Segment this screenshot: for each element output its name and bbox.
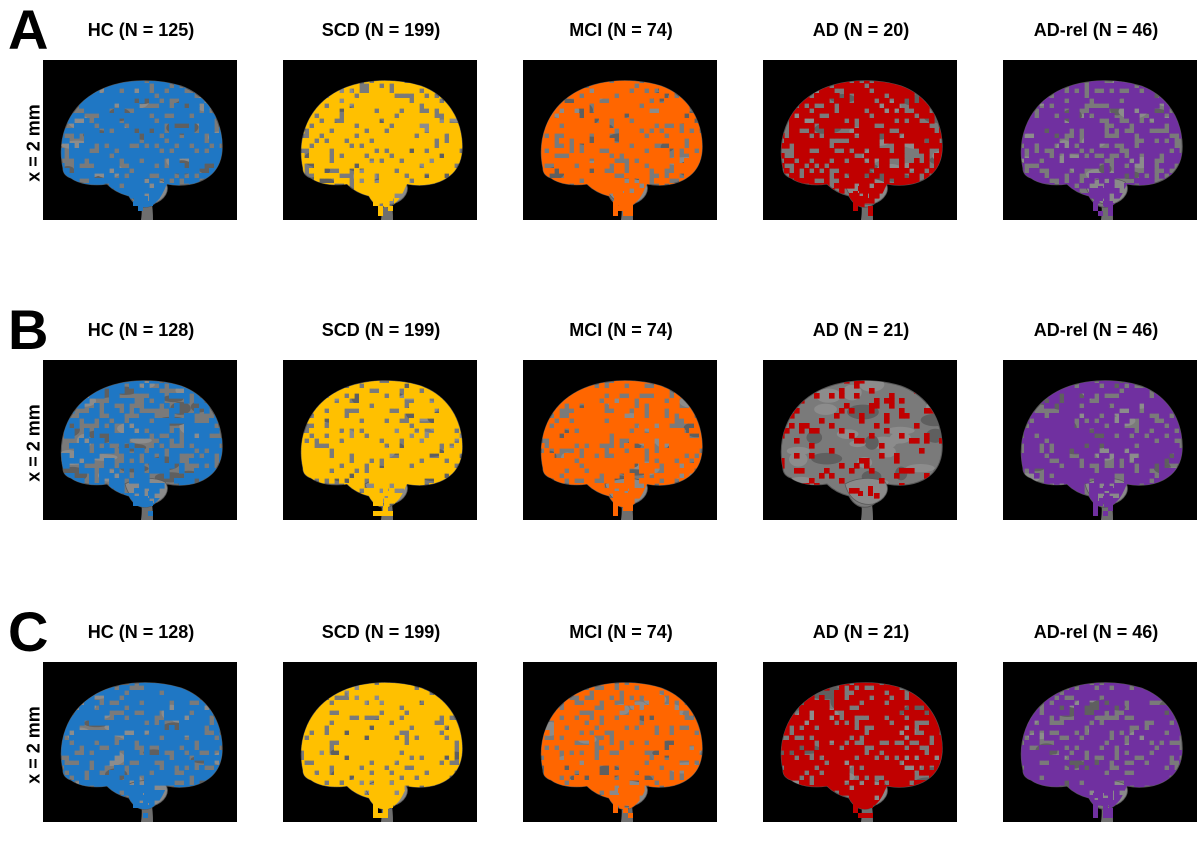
brain-slice-svg — [43, 60, 237, 220]
cell-title: HC (N = 128) — [87, 320, 195, 340]
brain-cell: AD (N = 21) — [756, 602, 966, 832]
brain-cell: AD (N = 21) — [756, 300, 966, 530]
brain-slice-image — [43, 360, 237, 520]
brain-slice-svg — [763, 60, 957, 220]
panel-letter: C — [8, 600, 49, 663]
cell-title: SCD (N = 199) — [321, 20, 441, 40]
brainstem-activation — [133, 788, 153, 818]
brain-slice-svg — [523, 360, 717, 520]
brain-slice-image — [763, 662, 957, 822]
brainstem-activation — [373, 186, 393, 216]
brain-cell: MCI (N = 74) — [516, 0, 726, 230]
cell-title: AD-rel (N = 46) — [1033, 320, 1159, 340]
brain-cell: HC (N = 128) — [36, 300, 246, 530]
brain-slice-image — [43, 60, 237, 220]
brain-slice-svg — [1003, 360, 1197, 520]
brain-cell: AD (N = 20) — [756, 0, 966, 230]
brain-slice-svg — [43, 662, 237, 822]
brain-slice-image — [1003, 360, 1197, 520]
brain-cell: HC (N = 125) — [36, 0, 246, 230]
brainstem-activation — [853, 186, 873, 216]
brain-slice-image — [283, 360, 477, 520]
brain-cell: AD-rel (N = 46) — [996, 0, 1197, 230]
cell-title: AD (N = 20) — [812, 20, 910, 40]
brain-slice-image — [283, 60, 477, 220]
cell-title: SCD (N = 199) — [321, 320, 441, 340]
brain-slice-svg — [283, 662, 477, 822]
brain-slice-svg — [283, 360, 477, 520]
brain-slice-image — [523, 60, 717, 220]
brainstem-activation — [613, 186, 633, 216]
brain-slice-svg — [43, 360, 237, 520]
cell-title: SCD (N = 199) — [321, 622, 441, 642]
panel-letter: A — [8, 0, 49, 61]
brain-cell: HC (N = 128) — [36, 602, 246, 832]
panel-c: C x = 2 mm HC (N = 128) SCD (N = 199) MC… — [0, 602, 1200, 842]
brain-slice-svg — [523, 662, 717, 822]
brain-slice-image — [283, 662, 477, 822]
cell-title: HC (N = 125) — [87, 20, 195, 40]
brain-cell: AD-rel (N = 46) — [996, 300, 1197, 530]
activation-overlay — [301, 380, 463, 508]
cell-title: AD (N = 21) — [812, 320, 910, 340]
brain-slice-svg — [1003, 60, 1197, 220]
brain-slice-image — [1003, 60, 1197, 220]
cell-title: AD-rel (N = 46) — [1033, 622, 1159, 642]
cell-title: AD-rel (N = 46) — [1033, 20, 1159, 40]
brainstem-activation — [1093, 486, 1113, 516]
brain-cell: SCD (N = 199) — [276, 0, 486, 230]
cell-title: MCI (N = 74) — [569, 320, 673, 340]
brain-cell: AD-rel (N = 46) — [996, 602, 1197, 832]
brain-slice-svg — [763, 662, 957, 822]
brain-slice-svg — [1003, 662, 1197, 822]
brainstem-activation — [133, 491, 153, 516]
brainstem-activation — [1093, 186, 1113, 216]
panel-b: B x = 2 mm HC (N = 128) SCD (N = 199) MC… — [0, 300, 1200, 540]
panel-letter: B — [8, 298, 49, 361]
brainstem-activation — [373, 486, 393, 516]
brain-slice-image — [763, 360, 957, 520]
cell-title: HC (N = 128) — [87, 622, 195, 642]
brain-slice-svg — [523, 60, 717, 220]
brainstem-activation — [858, 486, 873, 496]
cell-title: MCI (N = 74) — [569, 20, 673, 40]
brain-slice-svg — [283, 60, 477, 220]
brain-cell: SCD (N = 199) — [276, 300, 486, 530]
brain-cell: MCI (N = 74) — [516, 602, 726, 832]
panel-a: A x = 2 mm HC (N = 125) SCD (N = 199) MC… — [0, 0, 1200, 240]
brain-slice-image — [1003, 662, 1197, 822]
cell-title: MCI (N = 74) — [569, 622, 673, 642]
brain-slice-svg — [763, 360, 957, 520]
brain-slice-image — [43, 662, 237, 822]
brainstem-activation — [613, 486, 633, 516]
brain-cell: SCD (N = 199) — [276, 602, 486, 832]
brain-slice-image — [523, 360, 717, 520]
brainstem-activation — [133, 191, 153, 211]
brain-cell: MCI (N = 74) — [516, 300, 726, 530]
cell-title: AD (N = 21) — [812, 622, 910, 642]
brain-slice-image — [763, 60, 957, 220]
brain-slice-image — [523, 662, 717, 822]
